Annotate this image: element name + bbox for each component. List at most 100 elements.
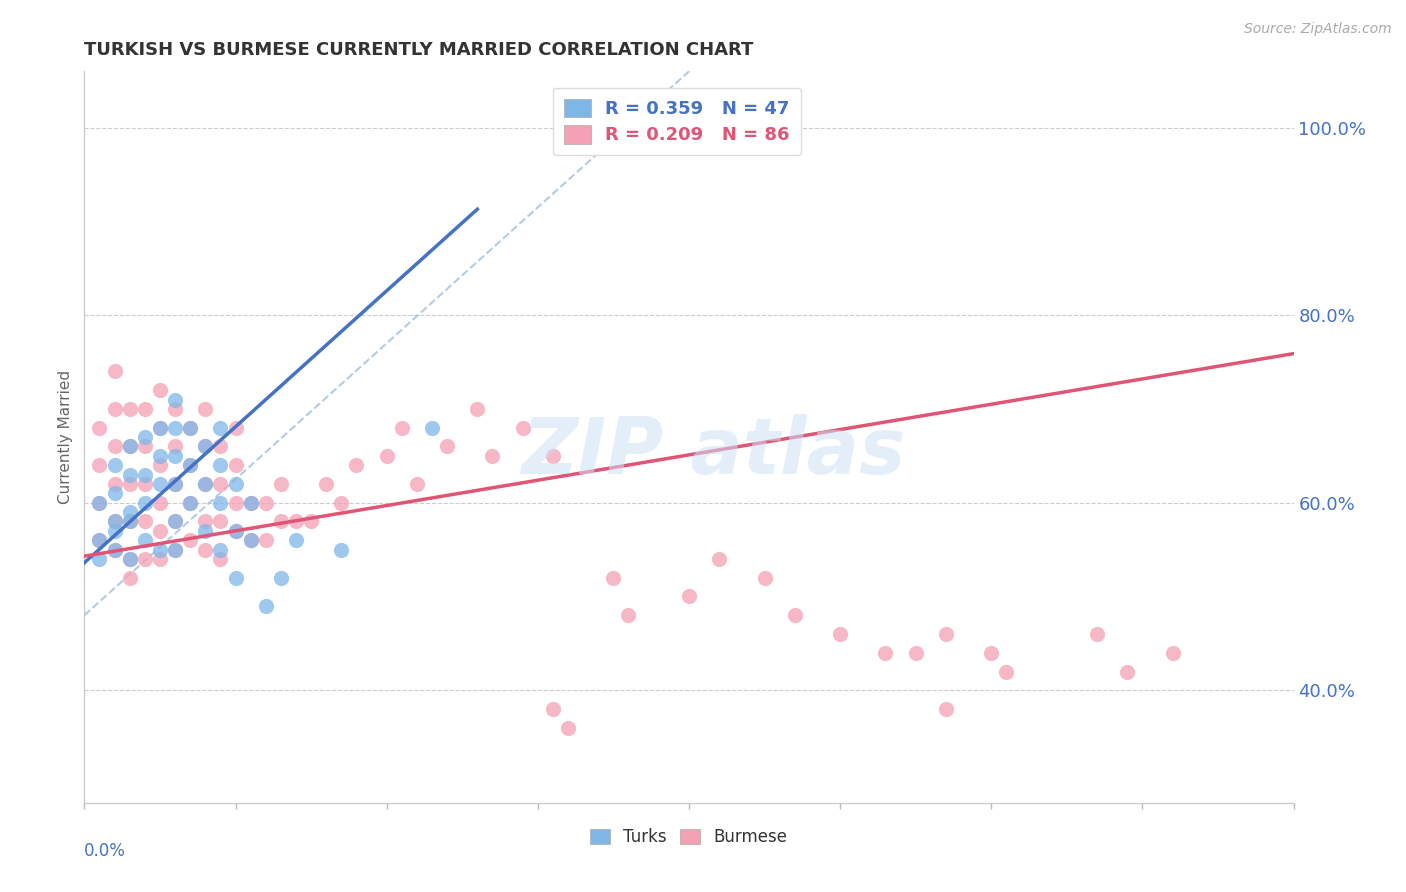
Point (89, 552, 111, 566)
Point (134, 552, 156, 566)
Point (165, 449, 187, 463)
Point (209, 515, 232, 529)
Text: ZIP atlas: ZIP atlas (522, 414, 905, 490)
Point (118, 440, 141, 454)
Point (209, 440, 232, 454)
Point (89, 496, 111, 510)
Point (602, 571, 624, 585)
Point (830, 627, 852, 641)
Point (481, 449, 503, 463)
Point (165, 401, 187, 416)
Point (118, 467, 141, 482)
Point (225, 524, 247, 538)
Point (209, 496, 232, 510)
Point (225, 524, 247, 538)
Point (149, 496, 172, 510)
Point (149, 552, 172, 566)
Point (118, 515, 141, 529)
Point (89, 533, 111, 548)
Point (89, 496, 111, 510)
Point (270, 571, 292, 585)
Point (225, 420, 247, 434)
Point (239, 496, 262, 510)
Point (118, 440, 141, 454)
Point (179, 533, 201, 548)
Point (149, 458, 172, 473)
Point (512, 420, 534, 434)
Point (436, 440, 458, 454)
Point (118, 552, 141, 566)
Point (783, 608, 806, 623)
Point (149, 542, 172, 557)
Point (209, 458, 232, 473)
Point (980, 646, 1002, 660)
Point (1116, 665, 1139, 679)
Point (149, 383, 172, 397)
Point (209, 552, 232, 566)
Point (420, 420, 443, 434)
Point (995, 665, 1018, 679)
Point (104, 542, 127, 557)
Point (149, 477, 172, 491)
Point (239, 533, 262, 548)
Point (875, 646, 897, 660)
Point (165, 542, 187, 557)
Point (134, 430, 156, 444)
Point (391, 420, 413, 434)
Point (104, 477, 127, 491)
Point (194, 524, 217, 538)
Point (194, 440, 217, 454)
Legend: Turks, Burmese: Turks, Burmese (583, 822, 794, 853)
Point (89, 420, 111, 434)
Point (134, 533, 156, 548)
Point (754, 571, 776, 585)
Point (104, 458, 127, 473)
Point (935, 627, 957, 641)
Y-axis label: Currently Married: Currently Married (58, 370, 73, 504)
Point (134, 496, 156, 510)
Point (134, 477, 156, 491)
Text: TURKISH VS BURMESE CURRENTLY MARRIED CORRELATION CHART: TURKISH VS BURMESE CURRENTLY MARRIED COR… (84, 41, 754, 59)
Point (165, 515, 187, 529)
Point (467, 401, 489, 416)
Point (239, 533, 262, 548)
Point (225, 571, 247, 585)
Point (149, 524, 172, 538)
Point (194, 440, 217, 454)
Point (557, 721, 579, 735)
Point (118, 401, 141, 416)
Point (104, 440, 127, 454)
Point (179, 420, 201, 434)
Point (118, 515, 141, 529)
Point (904, 646, 927, 660)
Text: 0.0%: 0.0% (84, 842, 127, 860)
Point (104, 486, 127, 500)
Point (194, 542, 217, 557)
Point (254, 496, 277, 510)
Point (165, 477, 187, 491)
Point (617, 608, 640, 623)
Point (104, 515, 127, 529)
Point (165, 420, 187, 434)
Point (330, 542, 353, 557)
Point (104, 515, 127, 529)
Point (134, 401, 156, 416)
Point (209, 420, 232, 434)
Point (285, 515, 308, 529)
Point (194, 477, 217, 491)
Point (134, 515, 156, 529)
Point (346, 458, 368, 473)
Point (541, 702, 564, 716)
Point (104, 401, 127, 416)
Point (165, 477, 187, 491)
Text: Source: ZipAtlas.com: Source: ZipAtlas.com (1244, 22, 1392, 37)
Point (315, 477, 337, 491)
Point (541, 449, 564, 463)
Point (194, 401, 217, 416)
Point (118, 477, 141, 491)
Point (225, 496, 247, 510)
Point (209, 542, 232, 557)
Point (375, 449, 398, 463)
Point (149, 420, 172, 434)
Point (165, 515, 187, 529)
